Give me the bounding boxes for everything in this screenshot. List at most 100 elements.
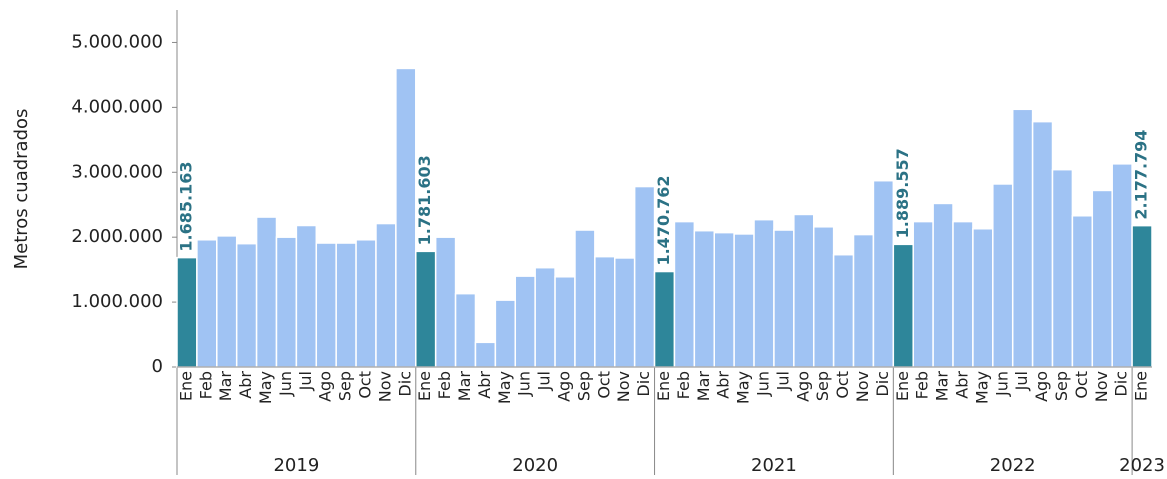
bar: [912, 220, 934, 368]
x-tick-label: Ago: [793, 371, 812, 402]
bar: [753, 218, 775, 368]
x-tick-label: Dic: [873, 371, 892, 397]
x-tick-label: Nov: [1092, 371, 1111, 402]
value-label: 1.470.762: [654, 175, 673, 265]
bar: [534, 266, 556, 368]
bar: [1131, 224, 1153, 368]
x-tick-label: Jun: [276, 371, 295, 397]
bar: [673, 220, 696, 368]
bar: [872, 179, 895, 368]
x-tick-label: May: [495, 371, 514, 404]
bar: [594, 255, 616, 368]
x-tick-label: Sep: [1052, 371, 1071, 401]
y-tick-label: 4.000.000: [71, 96, 163, 117]
bar: [454, 292, 477, 368]
bar: [395, 67, 417, 368]
value-label: 2.177.794: [1132, 130, 1151, 220]
bar: [1091, 189, 1113, 368]
bar: [1011, 108, 1034, 368]
x-tick-label: Jul: [773, 371, 792, 391]
group-label: 2023: [1119, 455, 1165, 476]
x-tick-label: Nov: [853, 371, 872, 402]
x-tick-label: Ene: [415, 371, 434, 401]
x-tick-label: Ago: [555, 371, 574, 402]
bar: [1051, 168, 1074, 368]
bar: [653, 270, 676, 368]
bar: [932, 202, 954, 368]
bar: [375, 222, 397, 368]
x-tick-label: Jul: [296, 371, 315, 391]
bar: [196, 239, 218, 368]
bar: [633, 185, 656, 368]
y-tick-label: 1.000.000: [71, 291, 163, 312]
bar: [852, 233, 875, 368]
bar: [335, 242, 357, 368]
y-tick-label: 3.000.000: [71, 161, 163, 182]
x-tick-label: Abr: [714, 371, 733, 399]
bar: [992, 183, 1014, 368]
value-label: 1.889.557: [893, 148, 912, 238]
x-tick-label: Mar: [216, 371, 235, 402]
y-axis-title: Metros cuadrados: [11, 109, 32, 270]
bar: [275, 236, 298, 368]
x-tick-label: Abr: [952, 371, 971, 399]
bar: [812, 226, 835, 368]
x-tick-label: Oct: [1072, 371, 1091, 399]
x-tick-label: Dic: [634, 371, 653, 397]
bar: [614, 257, 636, 368]
x-tick-label: Mar: [694, 371, 713, 402]
x-tick-label: Jun: [515, 371, 534, 397]
bar: [793, 213, 815, 368]
x-tick-label: Feb: [913, 371, 932, 399]
bar: [972, 227, 994, 368]
bar: [415, 250, 437, 368]
bar: [773, 229, 795, 368]
x-tick-label: May: [734, 371, 753, 404]
x-tick-label: Ene: [1132, 371, 1151, 401]
x-tick-label: Ago: [1032, 371, 1051, 402]
x-tick-label: Feb: [196, 371, 215, 399]
value-label: 1.685.163: [176, 162, 195, 252]
group-label: 2020: [512, 455, 558, 476]
y-tick-label: 2.000.000: [71, 226, 163, 247]
bar: [474, 341, 497, 368]
x-tick-label: Dic: [395, 371, 414, 397]
group-label: 2021: [751, 455, 797, 476]
bar: [1031, 120, 1054, 368]
bar: [514, 275, 536, 368]
bar: [1071, 215, 1094, 368]
bar: [693, 229, 715, 368]
x-tick-label: Jun: [992, 371, 1011, 397]
bar: [355, 239, 377, 368]
x-tick-label: Ene: [176, 371, 195, 401]
bar: [733, 233, 755, 368]
x-tick-label: Oct: [833, 371, 852, 399]
bar: [255, 216, 278, 368]
x-tick-label: Sep: [574, 371, 593, 401]
bar: [574, 229, 596, 368]
x-tick-label: Abr: [475, 371, 494, 399]
x-tick-label: Oct: [594, 371, 613, 399]
group-label: 2022: [990, 455, 1036, 476]
x-tick-label: Jun: [753, 371, 772, 397]
x-tick-label: Sep: [813, 371, 832, 401]
x-tick-label: Abr: [236, 371, 255, 399]
y-tick-label: 0: [152, 356, 163, 377]
bar: [235, 242, 258, 368]
y-tick-label: 5.000.000: [71, 31, 163, 52]
x-tick-label: Ago: [316, 371, 335, 402]
x-tick-label: Mar: [455, 371, 474, 402]
bar: [295, 224, 318, 368]
x-tick-label: Nov: [614, 371, 633, 402]
bar: [832, 253, 855, 368]
x-tick-label: Sep: [336, 371, 355, 401]
x-tick-label: Ene: [654, 371, 673, 401]
bar: [713, 231, 735, 368]
value-label: 1.781.603: [415, 155, 434, 245]
bar: [1111, 163, 1133, 368]
x-tick-label: Ene: [893, 371, 912, 401]
bar: [434, 236, 457, 368]
bar: [176, 256, 198, 368]
x-tick-label: May: [256, 371, 275, 404]
